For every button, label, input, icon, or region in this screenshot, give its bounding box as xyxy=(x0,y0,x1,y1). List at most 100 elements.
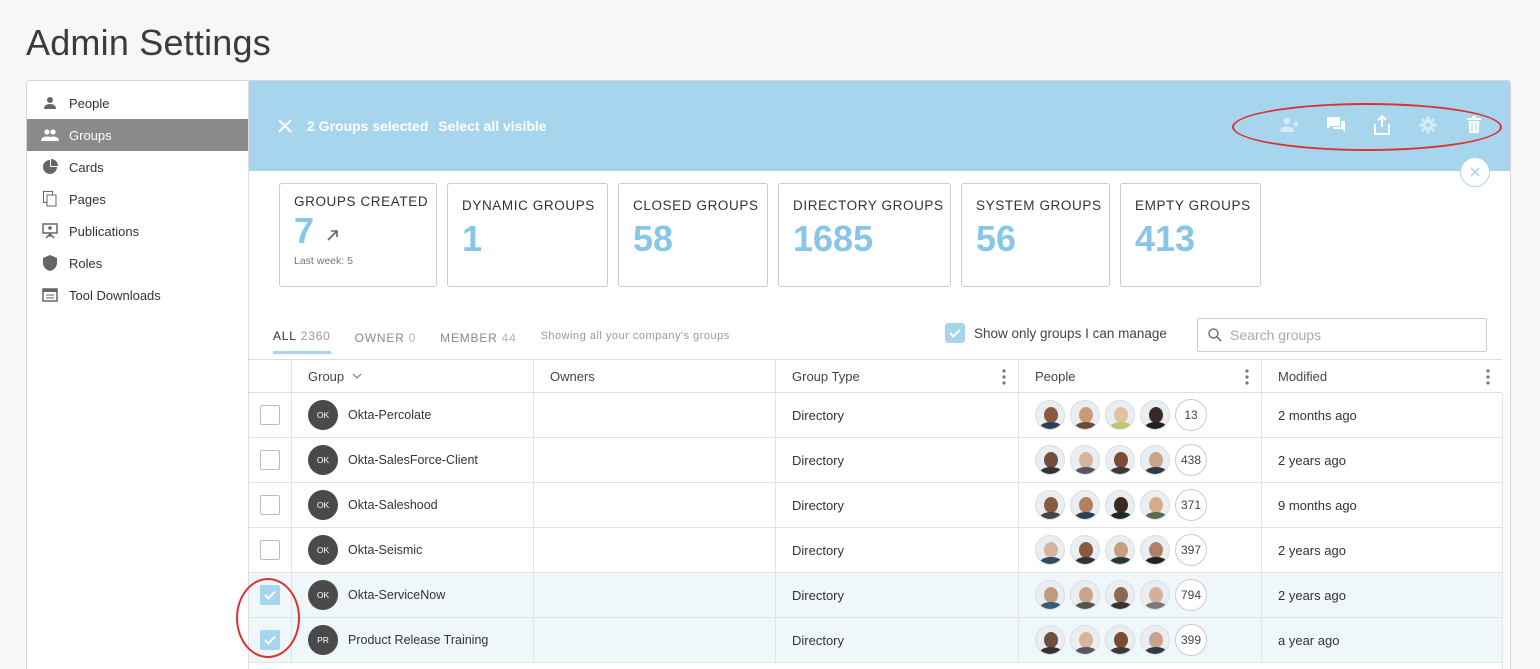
collapse-stats-button[interactable] xyxy=(1460,157,1490,187)
member-avatar[interactable] xyxy=(1070,400,1100,430)
sidebar-item-label: Cards xyxy=(69,159,104,175)
tab-owner[interactable]: OWNER 0 xyxy=(355,329,416,353)
member-avatar[interactable] xyxy=(1035,580,1065,610)
member-avatar[interactable] xyxy=(1105,445,1135,475)
sidebar-item-tool-downloads[interactable]: Tool Downloads xyxy=(27,279,248,311)
column-menu-icon[interactable] xyxy=(1002,369,1006,385)
group-type-cell: Directory xyxy=(776,438,1019,482)
member-avatar[interactable] xyxy=(1070,580,1100,610)
column-menu-icon[interactable] xyxy=(1486,369,1490,385)
group-type-cell: Directory xyxy=(776,393,1019,437)
clear-selection-button[interactable] xyxy=(275,116,295,136)
search-input[interactable] xyxy=(1230,327,1470,343)
manage-checkbox[interactable] xyxy=(945,323,965,343)
row-checkbox[interactable] xyxy=(260,405,280,425)
message-button[interactable] xyxy=(1326,115,1346,135)
member-avatar[interactable] xyxy=(1070,445,1100,475)
table-row[interactable]: PR Product Release Training Directory 399 a … xyxy=(249,618,1502,663)
member-avatar[interactable] xyxy=(1035,625,1065,655)
column-header-group-type[interactable]: Group Type xyxy=(776,360,1019,392)
stat-value: 56 xyxy=(976,218,1017,259)
table-row[interactable]: OK Okta-ServiceNow Directory 794 2 years ago xyxy=(249,573,1502,618)
row-checkbox[interactable] xyxy=(260,540,280,560)
member-avatar[interactable] xyxy=(1140,445,1170,475)
member-avatar[interactable] xyxy=(1035,400,1065,430)
member-avatar[interactable] xyxy=(1140,490,1170,520)
member-avatar[interactable] xyxy=(1140,625,1170,655)
column-menu-icon[interactable] xyxy=(1245,369,1249,385)
stat-groups-created[interactable]: GROUPS CREATED 7 Last week: 5 xyxy=(279,183,437,287)
select-all-visible-link[interactable]: Select all visible xyxy=(438,118,547,134)
member-avatar[interactable] xyxy=(1105,400,1135,430)
people-count[interactable]: 13 xyxy=(1175,399,1207,431)
stat-label: SYSTEM GROUPS xyxy=(976,198,1102,213)
member-avatar[interactable] xyxy=(1035,445,1065,475)
add-member-button[interactable] xyxy=(1280,115,1300,135)
column-header-modified[interactable]: Modified xyxy=(1262,360,1502,392)
row-checkbox[interactable] xyxy=(260,630,280,650)
member-avatar[interactable] xyxy=(1070,490,1100,520)
member-avatar[interactable] xyxy=(1140,535,1170,565)
checkmark-icon xyxy=(949,328,961,338)
stat-label: CLOSED GROUPS xyxy=(633,198,759,213)
member-avatar[interactable] xyxy=(1105,490,1135,520)
group-name[interactable]: Product Release Training xyxy=(348,633,489,647)
row-checkbox[interactable] xyxy=(260,495,280,515)
owners-cell xyxy=(534,618,776,662)
manage-filter[interactable]: Show only groups I can manage xyxy=(945,323,1167,343)
member-avatar[interactable] xyxy=(1035,490,1065,520)
member-avatar[interactable] xyxy=(1140,580,1170,610)
people-count[interactable]: 371 xyxy=(1175,489,1207,521)
stat-empty-groups[interactable]: EMPTY GROUPS 413 xyxy=(1120,183,1261,287)
stat-system-groups[interactable]: SYSTEM GROUPS 56 xyxy=(961,183,1110,287)
sidebar-item-cards[interactable]: Cards xyxy=(27,151,248,183)
gear-icon xyxy=(1419,116,1437,134)
table-scrollbar[interactable] xyxy=(1502,393,1510,669)
column-header-people[interactable]: People xyxy=(1019,360,1262,392)
stat-directory-groups[interactable]: DIRECTORY GROUPS 1685 xyxy=(778,183,951,287)
row-checkbox[interactable] xyxy=(260,585,280,605)
sidebar-item-publications[interactable]: Publications xyxy=(27,215,248,247)
people-count[interactable]: 794 xyxy=(1175,579,1207,611)
sidebar-item-groups[interactable]: Groups xyxy=(27,119,248,151)
group-name[interactable]: Okta-Seismic xyxy=(348,543,423,557)
group-name[interactable]: Okta-SalesForce-Client xyxy=(348,453,478,467)
member-avatar[interactable] xyxy=(1105,625,1135,655)
member-avatar[interactable] xyxy=(1140,400,1170,430)
delete-button[interactable] xyxy=(1464,115,1484,135)
share-button[interactable] xyxy=(1372,115,1392,135)
stat-value: 7 xyxy=(294,210,315,251)
member-avatar[interactable] xyxy=(1105,535,1135,565)
sidebar-item-roles[interactable]: Roles xyxy=(27,247,248,279)
sidebar-item-people[interactable]: People xyxy=(27,87,248,119)
table-body: OK Okta-Percolate Directory 13 2 months ago O… xyxy=(249,393,1502,663)
tab-count: 2360 xyxy=(300,329,331,343)
select-cell xyxy=(249,528,292,572)
column-header-group[interactable]: Group xyxy=(292,360,534,392)
people-count[interactable]: 397 xyxy=(1175,534,1207,566)
table-row[interactable]: OK Okta-SalesForce-Client Directory 438 2 ye… xyxy=(249,438,1502,483)
tab-label: MEMBER xyxy=(440,330,498,345)
member-avatar[interactable] xyxy=(1070,625,1100,655)
column-header-owners[interactable]: Owners xyxy=(534,360,776,392)
tab-member[interactable]: MEMBER 44 xyxy=(440,329,516,353)
people-count[interactable]: 438 xyxy=(1175,444,1207,476)
table-row[interactable]: OK Okta-Percolate Directory 13 2 months ago xyxy=(249,393,1502,438)
member-avatar[interactable] xyxy=(1035,535,1065,565)
group-name[interactable]: Okta-ServiceNow xyxy=(348,588,446,602)
stat-dynamic-groups[interactable]: DYNAMIC GROUPS 1 xyxy=(447,183,608,287)
settings-button[interactable] xyxy=(1418,115,1438,135)
row-checkbox[interactable] xyxy=(260,450,280,470)
table-row[interactable]: OK Okta-Seismic Directory 397 2 years ago xyxy=(249,528,1502,573)
group-name[interactable]: Okta-Saleshood xyxy=(348,498,438,512)
people-count[interactable]: 399 xyxy=(1175,624,1207,656)
group-avatar: OK xyxy=(308,580,338,610)
member-avatar[interactable] xyxy=(1105,580,1135,610)
member-avatar[interactable] xyxy=(1070,535,1100,565)
search-icon xyxy=(1208,328,1222,342)
stat-closed-groups[interactable]: CLOSED GROUPS 58 xyxy=(618,183,768,287)
table-row[interactable]: OK Okta-Saleshood Directory 371 9 months ago xyxy=(249,483,1502,528)
tab-all[interactable]: ALL 2360 xyxy=(273,327,331,354)
group-name[interactable]: Okta-Percolate xyxy=(348,408,432,422)
sidebar-item-pages[interactable]: Pages xyxy=(27,183,248,215)
